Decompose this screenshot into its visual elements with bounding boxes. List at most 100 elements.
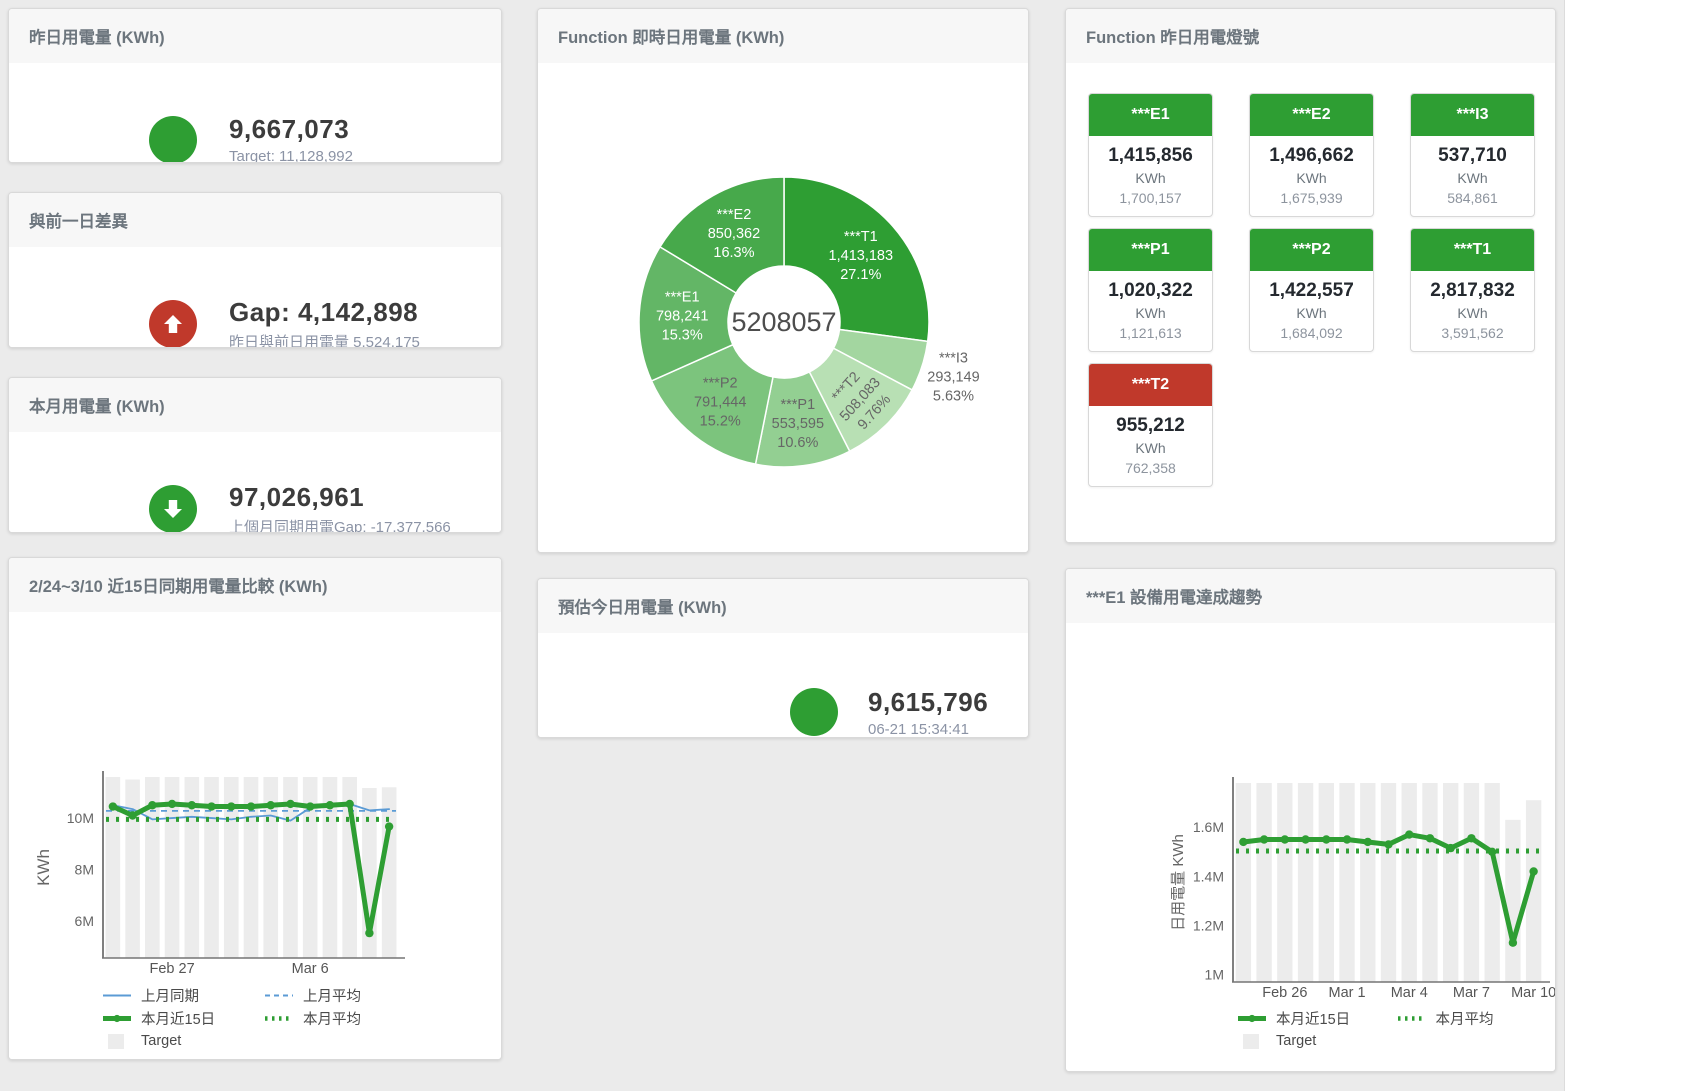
target-bar[interactable] bbox=[243, 777, 259, 958]
target-bar[interactable] bbox=[1360, 783, 1376, 982]
target-bar[interactable] bbox=[302, 777, 318, 958]
tile-target: 584,861 bbox=[1447, 190, 1498, 206]
target-bar[interactable] bbox=[1525, 800, 1542, 982]
status-tile-E1: ***E1 1,415,856 KWh 1,700,157 bbox=[1088, 93, 1213, 217]
target-bar[interactable] bbox=[1443, 783, 1459, 982]
data-point-marker[interactable] bbox=[148, 801, 157, 810]
data-point-marker[interactable] bbox=[167, 799, 177, 809]
legend-item-本月近15日[interactable]: 本月近15日 bbox=[1236, 1008, 1396, 1029]
compare-line-chart[interactable]: 6M 8M 10M Feb 27 Mar 6 KWh bbox=[9, 612, 501, 984]
donut-slice-T1[interactable] bbox=[783, 176, 930, 343]
data-point-marker[interactable] bbox=[1405, 830, 1414, 839]
data-point-marker[interactable] bbox=[1446, 843, 1455, 853]
target-bar[interactable] bbox=[1380, 783, 1397, 982]
target-bar[interactable] bbox=[164, 777, 180, 958]
tile-target: 762,358 bbox=[1125, 460, 1176, 476]
data-point-marker[interactable] bbox=[1280, 835, 1290, 844]
target-bar[interactable] bbox=[1401, 783, 1417, 982]
data-point-marker[interactable] bbox=[187, 801, 196, 810]
target-bar[interactable] bbox=[184, 777, 200, 958]
target-bar[interactable] bbox=[1463, 783, 1480, 982]
legend-item-Target[interactable]: Target bbox=[101, 1033, 263, 1049]
legend-item-本月平均[interactable]: 本月平均 bbox=[1396, 1008, 1556, 1029]
dashboard-background: 昨日用電量 (KWh) 9,667,073 Target: 11,128,992… bbox=[0, 0, 1564, 1091]
donut-slice-E2[interactable] bbox=[658, 176, 785, 294]
data-point-marker[interactable] bbox=[325, 801, 335, 810]
tile-value: 2,817,832 bbox=[1430, 280, 1515, 301]
target-bar[interactable] bbox=[1422, 783, 1438, 982]
target-bar[interactable] bbox=[223, 777, 239, 958]
data-point-marker[interactable] bbox=[286, 799, 295, 809]
data-point-marker[interactable] bbox=[1487, 847, 1497, 856]
data-point-marker[interactable] bbox=[1508, 938, 1518, 947]
legend-thick-icon bbox=[1238, 1014, 1266, 1022]
target-bar[interactable] bbox=[322, 777, 338, 958]
target-bar[interactable] bbox=[105, 777, 121, 958]
legend-label: 本月近15日 bbox=[141, 1011, 216, 1028]
data-point-marker[interactable] bbox=[306, 802, 315, 811]
data-point-marker[interactable] bbox=[128, 811, 137, 820]
card-title-yesterday-usage: 昨日用電量 (KWh) bbox=[9, 9, 501, 64]
status-light-T1: ***T1 bbox=[1411, 229, 1534, 271]
target-bar[interactable] bbox=[283, 777, 298, 958]
donut-slice-label: 27.1% bbox=[840, 267, 881, 283]
tile-value: 1,422,557 bbox=[1269, 280, 1354, 301]
data-point-marker[interactable] bbox=[1425, 834, 1435, 843]
data-point-marker[interactable] bbox=[1467, 834, 1476, 843]
legend-item-本月平均[interactable]: 本月平均 bbox=[263, 1008, 425, 1029]
target-bar[interactable] bbox=[1484, 783, 1500, 982]
data-point-marker[interactable] bbox=[246, 802, 256, 811]
data-point-marker[interactable] bbox=[1384, 840, 1393, 849]
legend-item-Target[interactable]: Target bbox=[1236, 1033, 1398, 1049]
arrow-up-circle-icon bbox=[149, 300, 197, 347]
realtime-donut-chart[interactable]: ***T11,413,18327.1%***I3293,1495.63%***T… bbox=[538, 63, 1028, 551]
target-bar[interactable] bbox=[381, 787, 397, 958]
tile-unit: KWh bbox=[1135, 170, 1166, 186]
target-bar[interactable] bbox=[263, 777, 279, 958]
donut-slice-P2[interactable] bbox=[650, 343, 774, 466]
target-bar[interactable] bbox=[1318, 783, 1334, 982]
y-tick-label: 1.2M bbox=[1193, 917, 1224, 933]
legend-row: 上月同期 上月平均 bbox=[101, 984, 501, 1006]
data-point-marker[interactable] bbox=[207, 802, 216, 811]
status-circle-icon bbox=[790, 688, 838, 736]
today-estimate-value: 9,615,796 bbox=[868, 686, 989, 717]
x-tick-label: Feb 26 bbox=[1262, 985, 1307, 1001]
data-point-marker[interactable] bbox=[384, 822, 394, 831]
data-point-marker[interactable] bbox=[266, 801, 275, 810]
data-point-marker[interactable] bbox=[1529, 867, 1538, 876]
target-bar[interactable] bbox=[145, 777, 160, 958]
data-point-marker[interactable] bbox=[1342, 835, 1352, 844]
data-point-marker[interactable] bbox=[108, 802, 118, 811]
data-point-marker[interactable] bbox=[1239, 837, 1248, 847]
y-tick-label: 1.4M bbox=[1193, 868, 1224, 884]
data-point-marker[interactable] bbox=[345, 799, 354, 809]
data-point-marker[interactable] bbox=[1363, 837, 1372, 847]
target-bar[interactable] bbox=[1339, 783, 1355, 982]
e1-trend-line-chart[interactable]: 1M 1.2M 1.4M 1.6M Feb 26 Mar 1 Mar 4 Mar 7 Mar 1… bbox=[1066, 623, 1555, 1007]
data-point-marker[interactable] bbox=[1259, 835, 1269, 844]
target-bar[interactable] bbox=[1235, 783, 1252, 982]
y-axis-title: 日用電量 KWh bbox=[1170, 834, 1187, 931]
data-point-marker[interactable] bbox=[227, 802, 236, 811]
donut-slice-label: ***I3 bbox=[939, 350, 968, 366]
target-bar[interactable] bbox=[204, 777, 219, 958]
donut-slice-label: ***E2 bbox=[717, 207, 752, 223]
data-point-marker[interactable] bbox=[1322, 835, 1331, 844]
target-bar[interactable] bbox=[1277, 783, 1293, 982]
legend-item-本月近15日[interactable]: 本月近15日 bbox=[101, 1008, 263, 1029]
target-bar[interactable] bbox=[1505, 819, 1521, 982]
x-tick-label: Mar 4 bbox=[1391, 985, 1428, 1001]
status-tile-T2: ***T2 955,212 KWh 762,358 bbox=[1088, 363, 1213, 487]
target-bar[interactable] bbox=[1256, 783, 1272, 982]
status-tile-I3: ***I3 537,710 KWh 584,861 bbox=[1410, 93, 1535, 217]
data-point-marker[interactable] bbox=[365, 928, 374, 938]
target-bar[interactable] bbox=[125, 779, 140, 958]
target-bar[interactable] bbox=[1297, 783, 1314, 982]
data-point-marker[interactable] bbox=[1301, 835, 1310, 844]
card-title-month-usage: 本月用電量 (KWh) bbox=[9, 378, 501, 433]
legend-item-上月同期[interactable]: 上月同期 bbox=[101, 985, 263, 1006]
donut-slice-E1[interactable] bbox=[638, 245, 738, 382]
legend-item-上月平均[interactable]: 上月平均 bbox=[263, 985, 425, 1006]
donut-slice-label: 850,362 bbox=[708, 226, 760, 242]
